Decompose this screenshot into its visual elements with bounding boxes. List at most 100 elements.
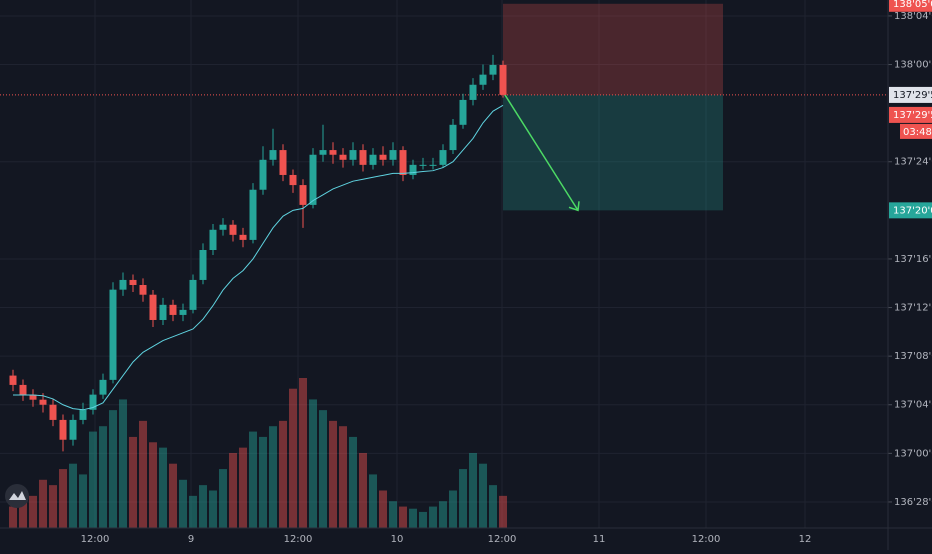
candle-body — [49, 404, 57, 420]
volume-bar — [249, 431, 257, 528]
y-tick-label: 138'00'0 — [894, 60, 932, 71]
x-tick-label: 12:00 — [692, 534, 721, 545]
candle-body — [299, 185, 307, 205]
candle-body — [159, 304, 167, 320]
x-tick-label: 11 — [593, 534, 606, 545]
candle-body — [379, 154, 387, 160]
y-tick-label: 137'04'0 — [894, 400, 932, 411]
volume-bar — [229, 453, 237, 528]
entry-label-bg — [889, 86, 932, 103]
candle-body — [349, 150, 357, 160]
candle-body — [29, 394, 37, 400]
candle-body — [369, 154, 377, 165]
candle-body — [69, 419, 77, 440]
volume-bar — [339, 426, 347, 528]
candle-body — [429, 164, 437, 166]
volume-bar — [379, 490, 387, 528]
candle-body — [189, 279, 197, 310]
volume-bar — [189, 495, 197, 528]
arrow — [504, 94, 580, 212]
target-label-bg — [889, 202, 932, 219]
entry-label: 137'29'5 — [893, 90, 932, 101]
volume-bar — [79, 474, 87, 528]
volume-bar — [429, 506, 437, 528]
candle-body — [169, 304, 177, 315]
candle-body — [469, 84, 477, 100]
candle-body — [199, 250, 207, 280]
volume-bar — [369, 474, 377, 528]
last-price-label-bg — [889, 106, 932, 123]
stop-label-bg — [889, 0, 932, 12]
x-tick-label: 12:00 — [284, 534, 313, 545]
volume-bar — [279, 420, 287, 528]
volume-bar — [319, 410, 327, 528]
candle-body — [309, 154, 317, 205]
candle-body — [209, 229, 217, 251]
stop-label: 138'05'0 — [893, 0, 932, 10]
candle-body — [229, 224, 237, 235]
volume-bar — [99, 426, 107, 528]
moving-average — [13, 104, 504, 411]
y-tick-label: 137'12'0 — [894, 303, 932, 314]
volume-bar — [499, 495, 507, 528]
y-tick-label: 136'28'0 — [894, 497, 932, 508]
candle-body — [329, 150, 337, 155]
volume-bar — [209, 490, 217, 528]
volume-bar — [139, 420, 147, 528]
candle-body — [279, 150, 287, 175]
y-tick-label: 137'00'0 — [894, 448, 932, 459]
volume-bar — [179, 479, 187, 528]
candle-body — [449, 124, 457, 151]
candle-body — [99, 379, 107, 395]
volume-bar — [119, 399, 127, 528]
candle-body — [499, 64, 507, 95]
volume-bar — [269, 426, 277, 528]
volume-bar — [349, 436, 357, 528]
volume-bar — [49, 485, 57, 528]
candle-body — [139, 284, 147, 295]
volume-bar — [129, 436, 137, 528]
candle-body — [319, 150, 327, 155]
candle-body — [419, 164, 427, 166]
volume-bar — [389, 501, 397, 528]
volume-bar — [469, 453, 477, 528]
candle-body — [119, 279, 127, 290]
candle-body — [409, 164, 417, 175]
target-label: 137'20'0 — [893, 205, 932, 216]
y-tick-label: 137'16'0 — [894, 254, 932, 265]
candle-body — [439, 150, 447, 165]
volume-bar — [259, 436, 267, 528]
volume-bar — [69, 463, 77, 528]
y-tick-label: 138'04'0 — [894, 11, 932, 22]
candle-body — [269, 150, 277, 160]
candle-body — [389, 150, 397, 160]
volume-bar — [439, 501, 447, 528]
countdown-bg — [900, 123, 932, 139]
volume-bar — [219, 469, 227, 528]
countdown: 03:48 — [903, 127, 932, 138]
candle-body — [339, 154, 347, 160]
candle-body — [89, 394, 97, 410]
volume-bar — [109, 410, 117, 528]
volume-bar — [239, 447, 247, 528]
volume-bar — [419, 511, 427, 528]
volume-bar — [9, 506, 17, 528]
candle-body — [479, 74, 487, 85]
volume-bar — [89, 431, 97, 528]
x-tick-label: 12:00 — [81, 534, 110, 545]
x-tick-label: 9 — [188, 534, 194, 545]
target-zone — [503, 94, 723, 211]
candle-body — [129, 279, 137, 285]
volume-bar — [409, 508, 417, 528]
candle-body — [219, 224, 227, 230]
x-tick-label: 12 — [799, 534, 812, 545]
candle-body — [289, 174, 297, 186]
y-tick-label: 137'24'0 — [894, 157, 932, 168]
candle-body — [179, 309, 187, 315]
stop-zone — [503, 3, 723, 95]
candle-body — [399, 150, 407, 175]
x-tick-label: 10 — [391, 534, 404, 545]
volume-bar — [199, 485, 207, 528]
volume-bar — [449, 490, 457, 528]
